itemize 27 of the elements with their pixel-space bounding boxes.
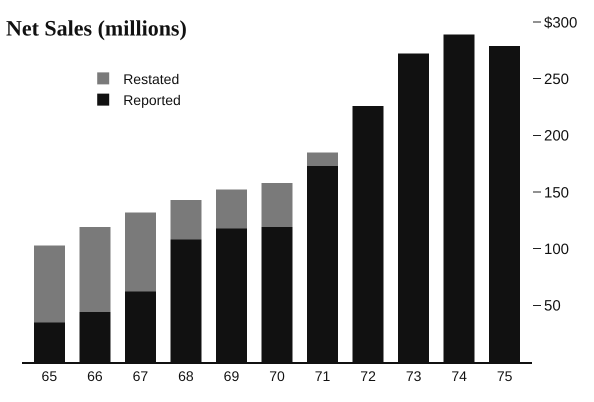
bar [79,227,110,312]
y-tick-label: $300 [544,14,578,32]
x-tick-label: 73 [406,368,422,384]
bar [124,212,156,292]
bar [34,245,65,322]
x-tick-label: 71 [314,368,331,384]
x-tick-label: 74 [451,368,468,384]
bar [262,182,292,228]
y-tick-label: 250 [544,70,570,88]
x-tick-label: 69 [224,368,240,384]
bar [216,190,247,228]
x-tick-label: 65 [42,368,58,384]
x-tick-label: 75 [496,368,513,384]
x-tick-label: 70 [269,368,285,384]
x-tick-label: 68 [178,368,194,384]
chart-title: Net Sales (millions) [6,16,187,40]
legend-label: Restated [123,70,180,87]
x-tick-label: 72 [360,368,376,384]
y-tick-label: 200 [544,128,570,145]
legend-label: Reported [123,92,181,108]
x-tick-label: 66 [87,368,103,384]
x-tick-label: 67 [132,368,148,384]
y-tick-label: 50 [544,298,561,315]
y-tick-label: 150 [544,184,570,202]
bar [170,200,202,240]
y-tick-label: 100 [544,240,570,258]
bar [307,152,338,166]
